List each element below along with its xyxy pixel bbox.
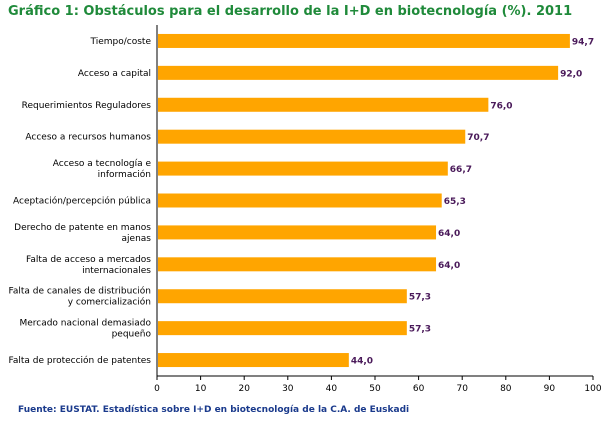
value-label: 44,0 (351, 357, 373, 367)
bar (158, 193, 442, 208)
value-label: 64,0 (438, 261, 460, 271)
x-tick-label: 60 (413, 384, 425, 394)
source-note: Fuente: EUSTAT. Estadística sobre I+D en… (18, 405, 410, 415)
category-label: Acceso a recursos humanos (25, 133, 151, 143)
category-label: Falta de acceso a mercados internacionale… (26, 255, 151, 276)
bar (158, 161, 448, 176)
bar (158, 129, 466, 144)
value-label: 64,0 (438, 229, 460, 239)
x-tick-label: 100 (584, 384, 601, 394)
category-label: Tiempo/coste (90, 37, 152, 47)
bar (158, 33, 570, 48)
category-label: Acceso a tecnología e información (53, 159, 152, 180)
value-label: 57,3 (409, 293, 431, 303)
x-tick-label: 40 (326, 384, 338, 394)
category-label: Acceso a capital (78, 69, 151, 79)
value-label: 70,7 (467, 133, 489, 143)
value-label: 65,3 (444, 197, 466, 207)
x-tick-label: 70 (456, 384, 468, 394)
bar (158, 321, 407, 336)
value-label: 76,0 (490, 101, 512, 111)
category-label: Mercado nacional demasiado pequeño (19, 319, 151, 340)
x-tick-label: 20 (238, 384, 250, 394)
category-label: Derecho de patente en manos ajenas (14, 223, 151, 244)
category-label: Falta de canales de distribución y comerc… (9, 286, 151, 308)
value-label: 92,0 (560, 69, 582, 79)
x-tick-label: 0 (154, 384, 160, 394)
value-label: 94,7 (572, 37, 594, 47)
category-label: Requerimientos Reguladores (22, 101, 152, 111)
bar (158, 257, 437, 272)
bar (158, 289, 407, 304)
value-label: 57,3 (409, 325, 431, 335)
x-tick-label: 80 (500, 384, 512, 394)
x-tick-label: 90 (544, 384, 556, 394)
category-label: Aceptación/percepción pública (13, 196, 151, 207)
x-tick-label: 50 (369, 384, 381, 394)
x-tick-label: 10 (195, 384, 207, 394)
bar (158, 225, 437, 240)
bar (158, 65, 559, 80)
bar (158, 353, 349, 368)
x-tick-label: 30 (282, 384, 294, 394)
bar (158, 97, 489, 112)
value-label: 66,7 (450, 165, 472, 175)
category-label: Falta de protección de patentes (8, 355, 151, 366)
chart-title: Gráfico 1: Obstáculos para el desarrollo… (8, 4, 573, 19)
